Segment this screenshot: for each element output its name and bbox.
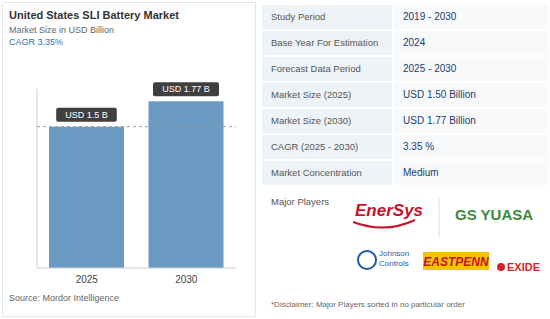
html-text:USD 1.50 Billion: USD 1.50 Billion [403,89,476,100]
svg-text:Johnson: Johnson [379,249,409,258]
html-text:2024: 2024 [403,37,426,48]
html-text:Source: Mordor Intelligence: Source: Mordor Intelligence [9,293,120,303]
html-text:Market Size (2030): Market Size (2030) [271,115,352,126]
svg-text:2025: 2025 [76,274,99,285]
html-text:3.35 %: 3.35 % [403,141,435,152]
svg-text:EASTPENN: EASTPENN [423,255,489,269]
svg-text:USD 1.5 B: USD 1.5 B [65,110,108,120]
html-text:Forecast Data Period: Forecast Data Period [271,63,361,74]
html-text:2019 - 2030: 2019 - 2030 [403,11,457,22]
html-text:Market Size in USD Billion: Market Size in USD Billion [9,25,114,35]
svg-text:USD 1.77 B: USD 1.77 B [162,84,210,94]
html-text:Market Concentration: Market Concentration [271,167,362,178]
html-text:*Disclaimer: Major Players sor: *Disclaimer: Major Players sorted in no … [271,300,465,309]
html-text:Market Size (2025): Market Size (2025) [271,89,352,100]
svg-text:EXIDE: EXIDE [507,261,540,273]
html-text:CAGR (2025 - 2030): CAGR (2025 - 2030) [271,141,359,152]
html-text:United States SLI Battery Mark: United States SLI Battery Market [9,9,179,21]
svg-text:GS YUASA: GS YUASA [455,206,533,223]
svg-text:2030: 2030 [175,274,198,285]
html-text:2025 - 2030: 2025 - 2030 [403,63,457,74]
svg-text:Controls: Controls [379,259,409,268]
svg-text:EnerSys: EnerSys [355,201,423,220]
html-text:Medium: Medium [403,167,439,178]
html-text:Major Players: Major Players [271,196,330,207]
html-text:USD 1.77 Billion: USD 1.77 Billion [403,115,476,126]
html-text:CAGR 3.35%: CAGR 3.35% [9,37,63,47]
html-text:Study Period: Study Period [271,11,326,22]
html-text:Base Year For Estimation: Base Year For Estimation [271,37,379,48]
